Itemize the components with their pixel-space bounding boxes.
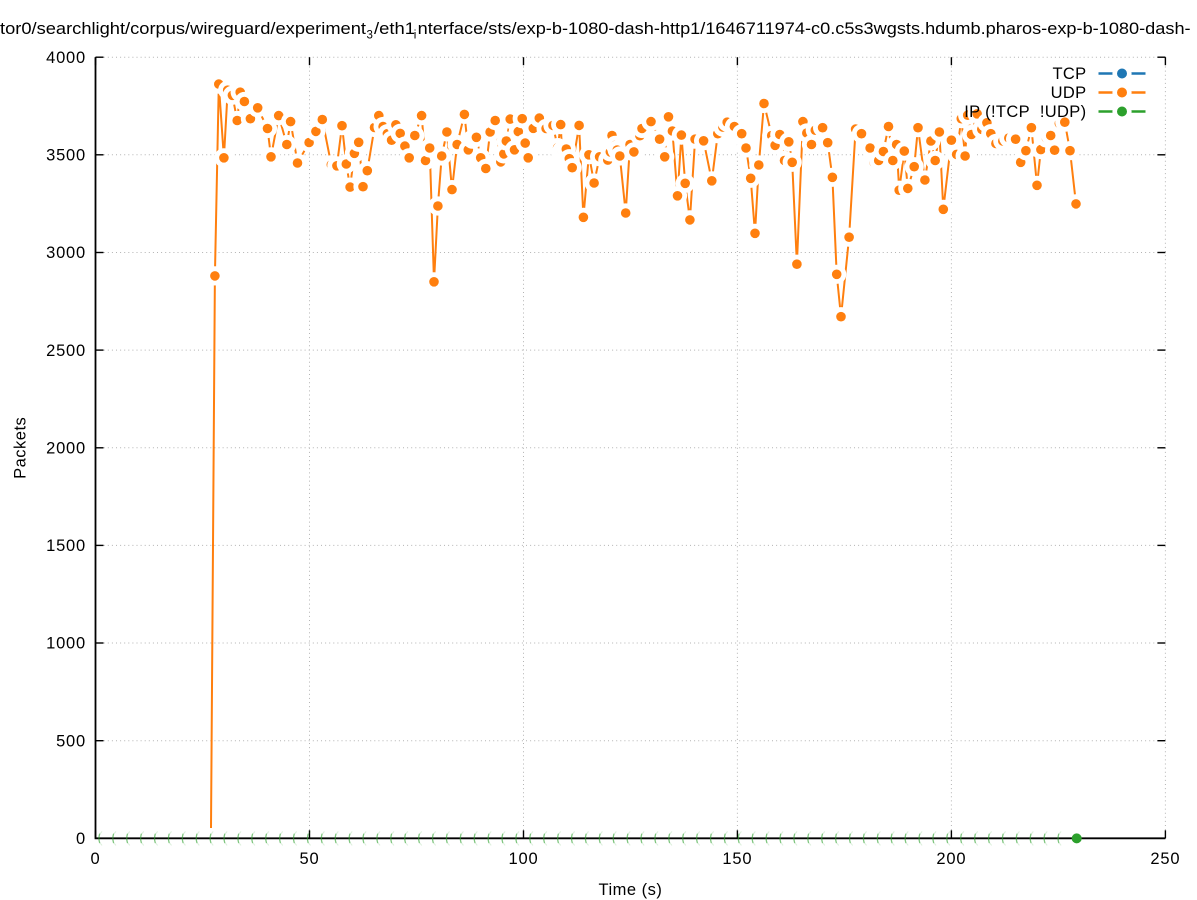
svg-text:100: 100: [509, 850, 539, 868]
svg-text:0: 0: [76, 830, 86, 848]
svg-text:2000: 2000: [46, 439, 86, 457]
svg-text:UDP: UDP: [1051, 84, 1087, 102]
svg-text:150: 150: [722, 850, 752, 868]
svg-text:50: 50: [300, 850, 320, 868]
svg-text:nterface/sts/exp-b-1080-dash-h: nterface/sts/exp-b-1080-dash-http1/16467…: [418, 20, 1191, 38]
svg-text:1500: 1500: [46, 537, 86, 555]
svg-text:Time (s): Time (s): [599, 881, 663, 899]
svg-text:1000: 1000: [46, 635, 86, 653]
svg-text:3500: 3500: [46, 147, 86, 165]
svg-text:500: 500: [56, 732, 86, 750]
svg-text:Packets: Packets: [12, 417, 30, 479]
svg-text:/eth1: /eth1: [374, 20, 415, 38]
svg-text:IP (!TCP !UDP): IP (!TCP !UDP): [964, 103, 1086, 121]
svg-text:3: 3: [367, 30, 373, 42]
svg-text:tor0/searchlight/corpus/wiregu: tor0/searchlight/corpus/wireguard/experi…: [0, 20, 366, 38]
svg-text:200: 200: [936, 850, 966, 868]
svg-text:i: i: [414, 30, 417, 42]
svg-text:250: 250: [1150, 850, 1180, 868]
svg-text:3000: 3000: [46, 244, 86, 262]
svg-text:2500: 2500: [46, 342, 86, 360]
svg-text:4000: 4000: [46, 49, 86, 67]
svg-text:TCP: TCP: [1052, 65, 1086, 83]
svg-text:0: 0: [91, 850, 101, 868]
